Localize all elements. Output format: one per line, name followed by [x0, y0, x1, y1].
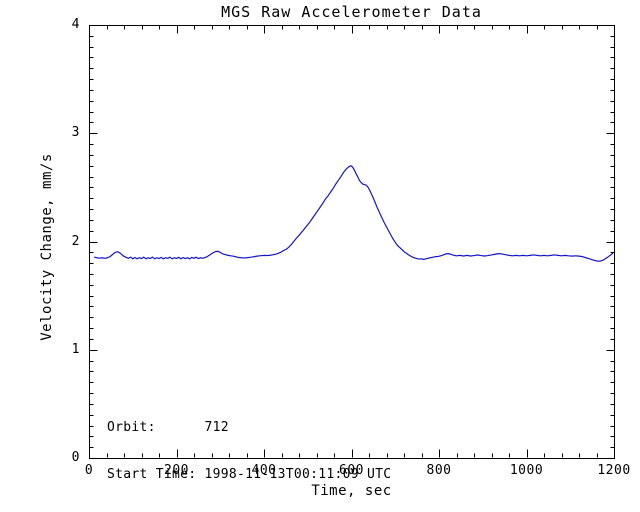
x-tick-label: 0: [84, 463, 94, 478]
y-tick-label: 3: [71, 125, 80, 141]
x-tick-label: 1000: [509, 463, 544, 478]
y-tick-label: 0: [71, 450, 80, 465]
y-tick-label: 1: [71, 341, 80, 357]
x-tick-label: 800: [426, 463, 452, 478]
x-tick-label: 600: [339, 463, 364, 478]
annotation-block: Orbit: 712 Start Time: 1998-11-13T00:11:…: [107, 389, 391, 512]
annotation-orbit: Orbit: 712: [107, 420, 229, 435]
annotation-start-time: Start Time: 1998-11-13T00:11:09 UTC: [107, 466, 392, 482]
y-tick-label: 2: [71, 233, 80, 249]
x-tick-label: 1200: [597, 463, 631, 478]
x-tick-label: 200: [164, 463, 189, 478]
y-tick-label: 4: [71, 17, 80, 32]
data-series-line: [94, 165, 614, 262]
chart-title: MGS Raw Accelerometer Data: [221, 3, 482, 21]
x-tick-label: 400: [251, 463, 277, 478]
x-axis-label: Time, sec: [311, 483, 392, 499]
y-axis-label: Velocity Change, mm/s: [39, 153, 55, 341]
